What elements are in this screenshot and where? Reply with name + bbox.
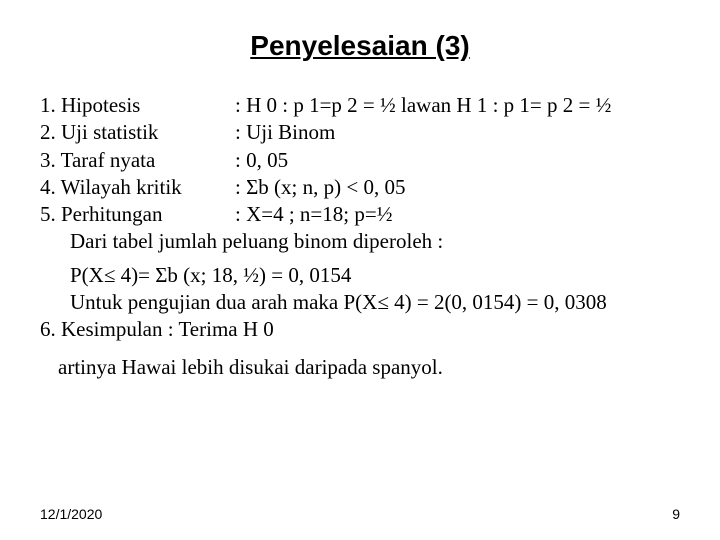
row-4-term: 4. Wilayah kritik — [40, 174, 235, 201]
slide-title: Penyelesaian (3) — [40, 30, 680, 62]
row-1-val: : H 0 : p 1=p 2 = ½ lawan H 1 : p 1= p 2… — [235, 92, 611, 119]
row-2-term: 2. Uji statistik — [40, 119, 235, 146]
row-1-term: 1. Hipotesis — [40, 92, 235, 119]
row-3-term: 3. Taraf nyata — [40, 147, 235, 174]
row-5-term: 5. Perhitungan — [40, 201, 235, 228]
row-5: 5. Perhitungan : X=4 ; n=18; p=½ — [40, 201, 680, 228]
row-3-val: : 0, 05 — [235, 147, 288, 174]
row-5-val: : X=4 ; n=18; p=½ — [235, 201, 392, 228]
footer-page: 9 — [672, 506, 680, 522]
conclusion-line: 6. Kesimpulan : Terima H 0 — [40, 316, 680, 343]
slide: Penyelesaian (3) 1. Hipotesis : H 0 : p … — [0, 0, 720, 540]
conclusion-text: artinya Hawai lebih disukai daripada spa… — [40, 354, 680, 381]
row-4-val: : Σb (x; n, p) < 0, 05 — [235, 174, 405, 201]
row-2-val: : Uji Binom — [235, 119, 335, 146]
row-after: Dari tabel jumlah peluang binom diperole… — [40, 228, 680, 255]
calc-line-1: P(X≤ 4)= Σb (x; 18, ½) = 0, 0154 — [40, 262, 680, 289]
row-4: 4. Wilayah kritik : Σb (x; n, p) < 0, 05 — [40, 174, 680, 201]
calc-line-2: Untuk pengujian dua arah maka P(X≤ 4) = … — [40, 289, 680, 316]
row-3: 3. Taraf nyata : 0, 05 — [40, 147, 680, 174]
row-1: 1. Hipotesis : H 0 : p 1=p 2 = ½ lawan H… — [40, 92, 680, 119]
footer-date: 12/1/2020 — [40, 506, 102, 522]
body-block-1: 1. Hipotesis : H 0 : p 1=p 2 = ½ lawan H… — [40, 92, 680, 256]
row-2: 2. Uji statistik : Uji Binom — [40, 119, 680, 146]
body-block-2: P(X≤ 4)= Σb (x; 18, ½) = 0, 0154 Untuk p… — [40, 262, 680, 344]
footer: 12/1/2020 9 — [40, 506, 680, 522]
